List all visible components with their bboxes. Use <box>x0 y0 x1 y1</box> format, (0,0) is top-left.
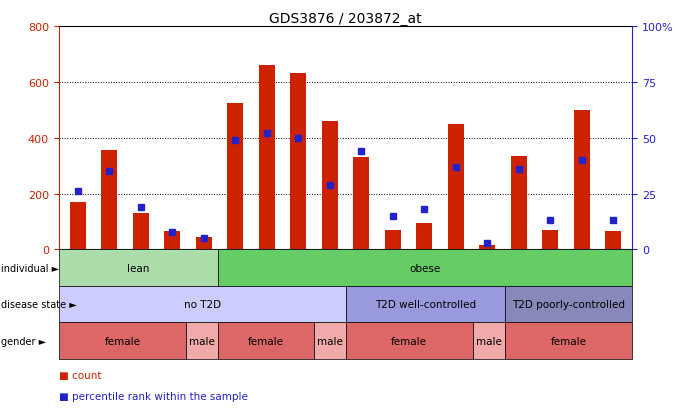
Text: male: male <box>476 336 502 346</box>
Bar <box>417 223 432 250</box>
Bar <box>605 232 621 250</box>
Text: individual ►: individual ► <box>1 263 59 273</box>
Bar <box>511 157 527 250</box>
Text: ■ count: ■ count <box>59 370 102 380</box>
Title: GDS3876 / 203872_at: GDS3876 / 203872_at <box>269 12 422 26</box>
Bar <box>227 104 243 250</box>
Text: lean: lean <box>127 263 149 273</box>
Bar <box>196 237 211 250</box>
Text: female: female <box>391 336 427 346</box>
Text: disease state ►: disease state ► <box>1 299 77 309</box>
Text: male: male <box>189 336 215 346</box>
Bar <box>542 230 558 250</box>
Bar <box>480 246 495 250</box>
Text: no T2D: no T2D <box>184 299 220 309</box>
Text: T2D well-controlled: T2D well-controlled <box>375 299 475 309</box>
Bar <box>322 121 338 250</box>
Text: female: female <box>104 336 140 346</box>
Bar <box>133 214 149 250</box>
Text: female: female <box>248 336 284 346</box>
Bar <box>385 230 401 250</box>
Bar <box>102 151 117 250</box>
Bar <box>164 232 180 250</box>
Text: obese: obese <box>410 263 441 273</box>
Text: T2D poorly-controlled: T2D poorly-controlled <box>512 299 625 309</box>
Bar <box>259 66 274 250</box>
Bar <box>448 124 464 250</box>
Bar <box>70 202 86 250</box>
Bar <box>353 158 369 250</box>
Bar <box>290 74 306 250</box>
Bar <box>574 110 589 250</box>
Text: gender ►: gender ► <box>1 336 46 346</box>
Text: female: female <box>551 336 587 346</box>
Text: male: male <box>316 336 343 346</box>
Text: ■ percentile rank within the sample: ■ percentile rank within the sample <box>59 391 247 401</box>
